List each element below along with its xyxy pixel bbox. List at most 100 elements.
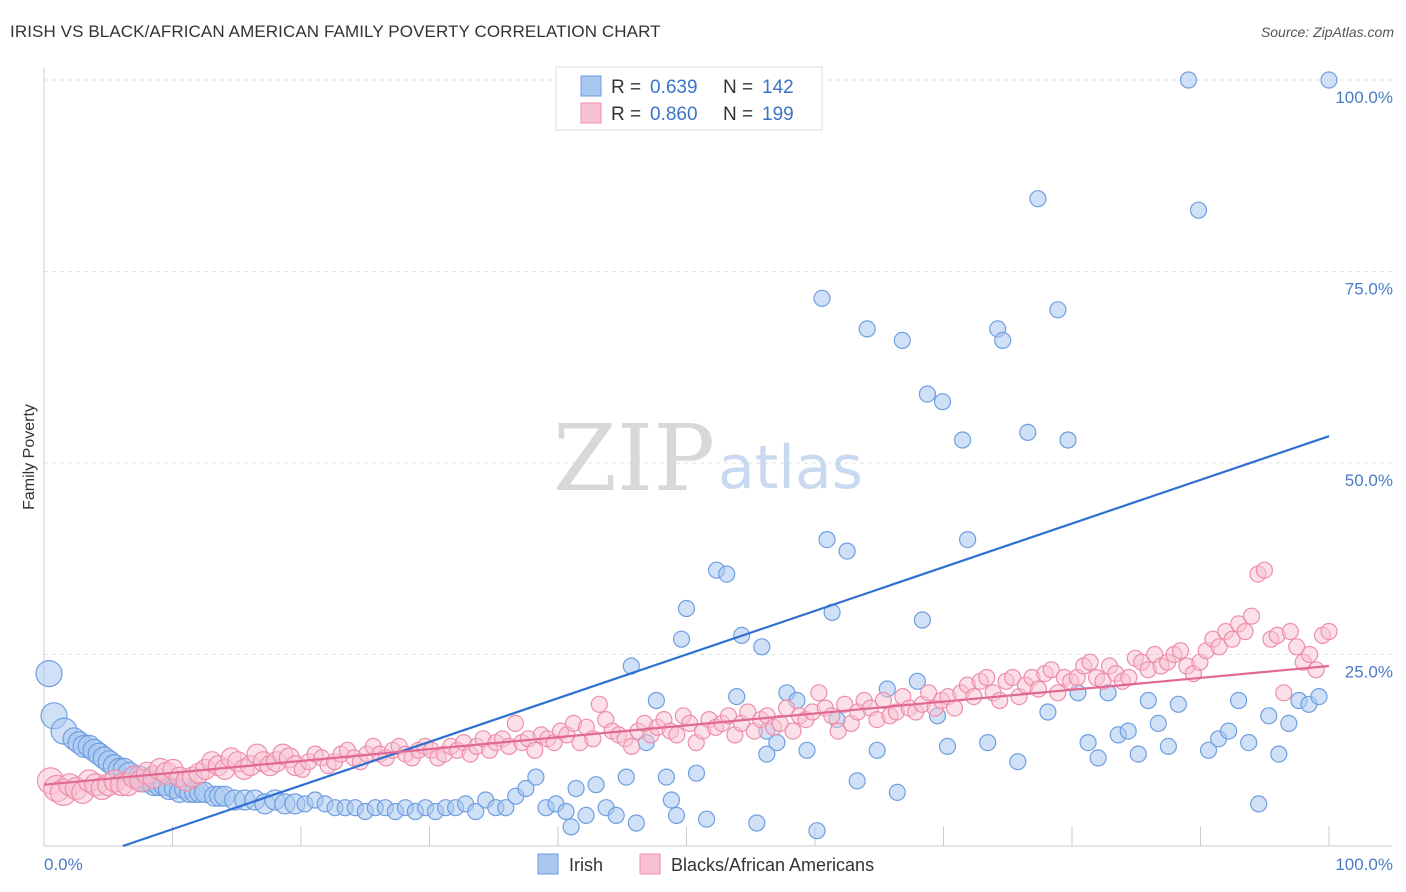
- black-point-143: [965, 687, 983, 706]
- irish-point-125: [1059, 431, 1077, 449]
- irish-point-77: [647, 691, 666, 710]
- irish-point-82: [677, 599, 696, 618]
- irish-point-124: [1049, 301, 1067, 319]
- irish-point-119: [994, 331, 1012, 349]
- black-point-121: [823, 707, 841, 725]
- irish-point-122: [1029, 190, 1047, 208]
- irish-point-137: [1179, 71, 1198, 89]
- irish-point-133: [1139, 691, 1157, 710]
- irish-point-75: [627, 814, 645, 832]
- irish-point-121: [1019, 423, 1037, 441]
- irish-point-151: [1320, 71, 1338, 89]
- black-point-129: [874, 691, 893, 710]
- black-point-188: [1255, 561, 1274, 579]
- irish-point-86: [718, 565, 736, 583]
- irish-point-0: [35, 659, 63, 688]
- irish-point-98: [813, 289, 831, 307]
- black-point-181: [1210, 638, 1228, 656]
- irish-point-93: [768, 733, 786, 752]
- y-tick-label-1: 50.0%: [1345, 471, 1393, 490]
- irish-point-111: [918, 385, 937, 403]
- black-point-105: [719, 707, 738, 725]
- irish-point-143: [1240, 733, 1258, 752]
- black-point-113: [771, 714, 789, 733]
- irish-point-108: [893, 331, 911, 349]
- black-point-191: [1275, 684, 1293, 702]
- legend-r-label-2: R =: [611, 104, 641, 125]
- irish-point-70: [587, 776, 605, 794]
- irish-point-109: [908, 672, 927, 690]
- black-point-156: [1049, 684, 1067, 702]
- y-tick-label-2: 75.0%: [1345, 280, 1393, 299]
- y-tick-label-0: 25.0%: [1345, 663, 1393, 682]
- watermark: ZIP atlas: [553, 405, 863, 512]
- x-tick-label-1: 100.0%: [1335, 855, 1393, 874]
- irish-point-136: [1169, 695, 1188, 713]
- irish-point-114: [938, 737, 957, 756]
- irish-point-81: [672, 630, 691, 648]
- bottom-legend-irish: Irish: [569, 855, 603, 875]
- black-point-75: [526, 741, 544, 759]
- source-label: Source: ZipAtlas.com: [1260, 24, 1394, 40]
- irish-point-127: [1079, 733, 1097, 752]
- legend-r-value-1: 0.639: [650, 77, 698, 98]
- trend-lines: [43, 435, 1330, 848]
- irish-point-150: [1310, 687, 1328, 706]
- irish-point-68: [567, 779, 585, 798]
- irish-point-90: [753, 638, 771, 656]
- irish-point-105: [868, 741, 886, 759]
- black-point-185: [1236, 622, 1254, 641]
- black-point-198: [1320, 622, 1338, 641]
- black-point-192: [1281, 622, 1299, 641]
- irish-point-123: [1039, 703, 1057, 721]
- irish-point-79: [662, 791, 681, 809]
- black-point-153: [1029, 680, 1048, 698]
- black-point-90: [622, 737, 641, 756]
- irish-point-147: [1280, 714, 1298, 733]
- irish-point-128: [1089, 749, 1107, 767]
- black-point-119: [810, 684, 828, 702]
- black-point-72: [506, 714, 525, 733]
- bottom-legend: Irish Blacks/African Americans: [537, 853, 874, 875]
- irish-point-117: [979, 733, 997, 752]
- irish-point-104: [858, 320, 876, 338]
- legend-r-label-1: R =: [611, 77, 641, 98]
- irish-point-83: [687, 764, 706, 782]
- irish-point-72: [607, 806, 625, 825]
- irish-point-89: [748, 814, 766, 832]
- legend-swatch-irish: [580, 75, 602, 97]
- legend-n-label-1: N =: [723, 77, 753, 98]
- legend-n-label-2: N =: [723, 104, 753, 125]
- irish-point-84: [697, 810, 716, 828]
- irish-point-141: [1219, 722, 1238, 740]
- irish-point-97: [808, 822, 826, 840]
- irish-point-139: [1199, 741, 1218, 759]
- irish-point-80: [667, 806, 686, 825]
- black-point-123: [836, 695, 854, 713]
- black-point-85: [590, 695, 608, 713]
- irish-point-69: [577, 806, 595, 825]
- x-tick-labels: 0.0% 100.0%: [44, 855, 1393, 874]
- black-point-183: [1223, 630, 1241, 648]
- black-trend-line: [43, 664, 1330, 786]
- irish-point-57: [467, 802, 485, 821]
- black-point-149: [1003, 668, 1022, 687]
- irish-point-103: [848, 772, 866, 790]
- black-point-175: [1171, 642, 1190, 660]
- irish-point-142: [1229, 691, 1248, 710]
- irish-point-107: [888, 783, 906, 802]
- irish-trend-line: [122, 435, 1330, 848]
- axes: [43, 68, 1392, 847]
- irish-point-132: [1129, 745, 1147, 763]
- black-point-155: [1042, 661, 1060, 679]
- legend-box: R = 0.639 N = 142 R = 0.860 N = 199: [555, 66, 823, 131]
- irish-point-135: [1159, 737, 1178, 756]
- x-tick-label-0: 0.0%: [44, 855, 83, 874]
- black-point-196: [1307, 661, 1325, 679]
- chart-title: IRISH VS BLACK/AFRICAN AMERICAN FAMILY P…: [10, 22, 661, 41]
- irish-point-134: [1149, 714, 1167, 733]
- black-point-161: [1081, 653, 1099, 671]
- irish-point-99: [818, 530, 836, 549]
- black-point-195: [1300, 645, 1319, 664]
